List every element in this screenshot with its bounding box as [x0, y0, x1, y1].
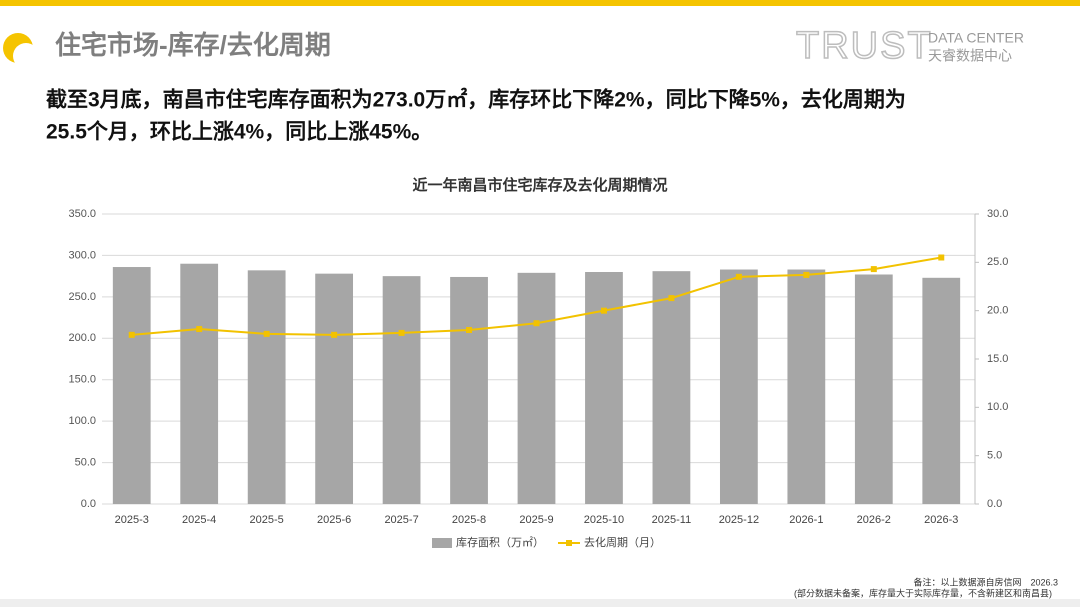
bar — [922, 277, 961, 504]
y-tick-label: 350.0 — [68, 208, 96, 220]
x-tick-label: 2026-1 — [789, 514, 823, 526]
brand-en: DATA CENTER — [928, 30, 1024, 46]
x-tick-label: 2025-4 — [182, 514, 216, 526]
y2-tick-label: 5.0 — [987, 450, 1002, 462]
brand-cn: 天睿数据中心 — [928, 48, 1012, 64]
bar — [652, 271, 691, 504]
bar — [247, 270, 286, 504]
summary-line: 25.5个月，环比上涨4%，同比上涨45%。 — [46, 121, 432, 144]
bar — [450, 276, 488, 504]
bar — [517, 272, 556, 504]
x-tick-label: 2025-5 — [250, 514, 284, 526]
legend-label: 库存面积（万㎡） — [456, 535, 544, 549]
line-marker — [466, 327, 473, 333]
x-tick-label: 2025-6 — [317, 514, 351, 526]
y-tick-label: 0.0 — [81, 498, 96, 510]
y-tick-label: 200.0 — [68, 332, 96, 344]
line-marker — [938, 254, 945, 261]
line-marker — [128, 331, 135, 338]
x-tick-label: 2025-12 — [719, 514, 759, 526]
bar — [585, 272, 623, 504]
y-tick-label: 100.0 — [68, 415, 96, 427]
line-marker — [735, 273, 742, 280]
y-tick-label: 150.0 — [68, 374, 96, 386]
x-tick-label: 2025-11 — [652, 514, 692, 526]
x-tick-label: 2025-9 — [519, 514, 553, 526]
line-marker — [196, 326, 203, 333]
y2-tick-label: 15.0 — [987, 353, 1008, 365]
line-marker — [533, 320, 540, 327]
legend-swatch — [432, 538, 452, 548]
y-tick-label: 300.0 — [68, 249, 96, 261]
line-marker — [870, 266, 877, 273]
legend-swatch — [566, 540, 572, 546]
x-tick-label: 2026-2 — [857, 514, 891, 526]
line-marker — [398, 329, 405, 336]
bar — [854, 274, 893, 504]
line-marker — [263, 330, 270, 337]
bar — [787, 269, 826, 504]
summary-line: 截至3月底，南昌市住宅库存面积为273.0万㎡，库存环比下降2%，同比下降5%，… — [46, 88, 906, 112]
brand: TRUST — [796, 25, 933, 67]
line-marker — [331, 331, 338, 338]
bar — [719, 269, 758, 504]
x-tick-label: 2025-3 — [115, 514, 149, 526]
y2-tick-label: 10.0 — [987, 401, 1008, 413]
logo-cut — [13, 43, 39, 69]
x-tick-label: 2026-3 — [924, 514, 958, 526]
y2-tick-label: 20.0 — [987, 305, 1008, 317]
legend-label: 去化周期（月） — [584, 535, 661, 549]
bottom-strip — [0, 599, 1080, 607]
note: (部分数据未备案，库存量大于实际库存量，不含新建区和南昌县) — [794, 587, 1052, 598]
y-tick-label: 50.0 — [75, 456, 96, 468]
line-marker — [668, 295, 675, 302]
y2-tick-label: 30.0 — [987, 208, 1008, 220]
chart-title: 近一年南昌市住宅库存及去化周期情况 — [412, 176, 667, 194]
y2-tick-label: 25.0 — [987, 256, 1008, 268]
line-marker — [600, 307, 607, 314]
x-tick-label: 2025-7 — [384, 514, 418, 526]
y2-tick-label: 0.0 — [987, 498, 1002, 510]
bar — [382, 276, 421, 504]
line-marker — [803, 271, 810, 278]
bar — [112, 267, 151, 504]
y-tick-label: 250.0 — [68, 291, 96, 303]
x-tick-label: 2025-10 — [584, 514, 624, 526]
bar — [180, 263, 219, 504]
page-title: 住宅市场-库存/去化周期 — [55, 30, 331, 60]
note: 备注：以上数据源自房信网 2026.3 — [913, 576, 1058, 587]
top-bar — [0, 0, 1080, 6]
bar — [315, 273, 354, 504]
x-tick-label: 2025-8 — [452, 514, 486, 526]
